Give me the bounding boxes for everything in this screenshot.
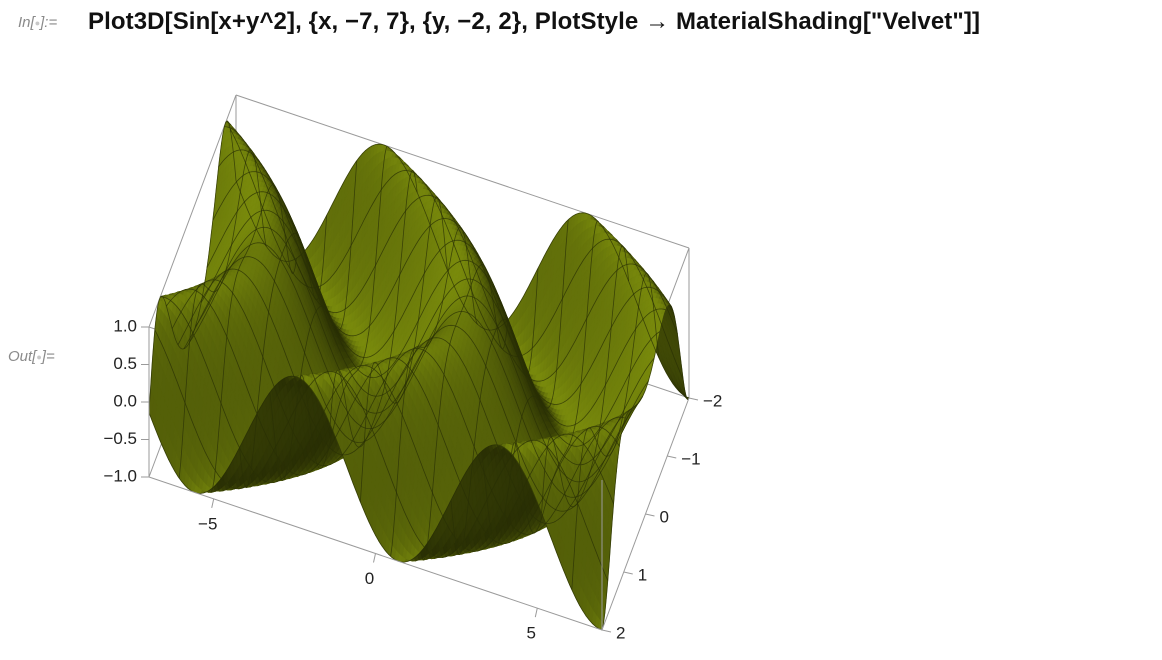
box-edge xyxy=(236,95,689,248)
input-label: In[●]:= xyxy=(18,14,57,31)
surface-mesh xyxy=(149,121,689,630)
plot3d-output[interactable]: −5 0 5 −2 −1 0 1 2 −1.0 −0.5 0.0 0.5 1.0 xyxy=(90,60,810,650)
output-label: Out[●]= xyxy=(8,348,55,365)
input-code[interactable]: Plot3D[Sin[x+y^2], {x, −7, 7}, {y, −2, 2… xyxy=(88,8,980,36)
